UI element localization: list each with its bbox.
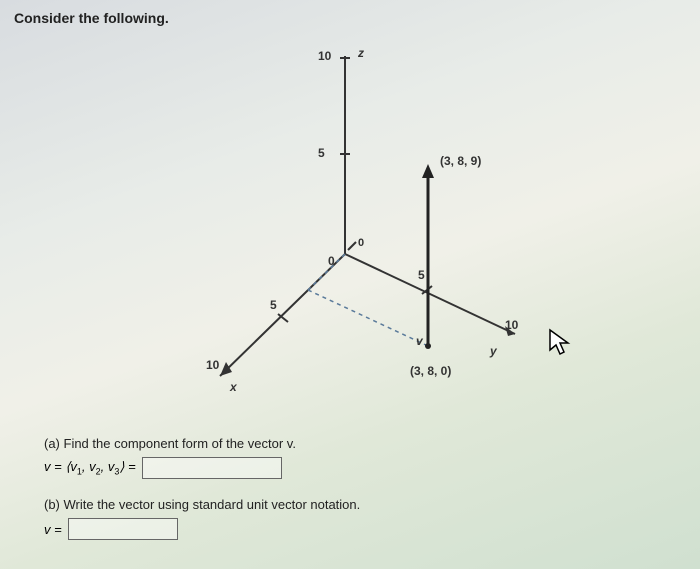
eq-a-prefix: v = ⟨v1, v2, v3⟩ =	[44, 459, 136, 477]
x-axis-label: x	[230, 380, 237, 394]
question-b-text: (b) Write the vector using standard unit…	[44, 497, 686, 512]
eq-b-prefix: v =	[44, 522, 62, 537]
z-axis-label: z	[358, 46, 364, 60]
z-mid-tick: 5	[318, 146, 325, 160]
vector-head-label: (3, 8, 9)	[440, 154, 481, 168]
svg-text:0: 0	[358, 237, 364, 249]
vector-3d-chart: 0 10 z 5 0 5 10 y 5 10 x (3, 8, 9) v	[100, 36, 600, 416]
component-form-input[interactable]	[142, 457, 282, 479]
y-mid-tick: 5	[418, 268, 425, 282]
y-max-tick: 10	[505, 318, 518, 332]
prompt-text: Consider the following.	[14, 10, 686, 26]
vector-v-label: v	[416, 334, 423, 348]
y-axis-label: y	[490, 344, 497, 358]
question-a-text: (a) Find the component form of the vecto…	[44, 436, 686, 451]
chart-svg: 0	[100, 36, 600, 416]
vector-tail-label: (3, 8, 0)	[410, 364, 451, 378]
equation-b-row: v =	[44, 518, 686, 540]
unit-vector-input[interactable]	[68, 518, 178, 540]
mouse-cursor-icon	[548, 328, 572, 356]
z-max-tick: 10	[318, 49, 331, 63]
origin-label: 0	[328, 254, 335, 268]
x-max-tick: 10	[206, 358, 219, 372]
x-mid-tick: 5	[270, 298, 277, 312]
equation-a-row: v = ⟨v1, v2, v3⟩ =	[44, 457, 686, 479]
